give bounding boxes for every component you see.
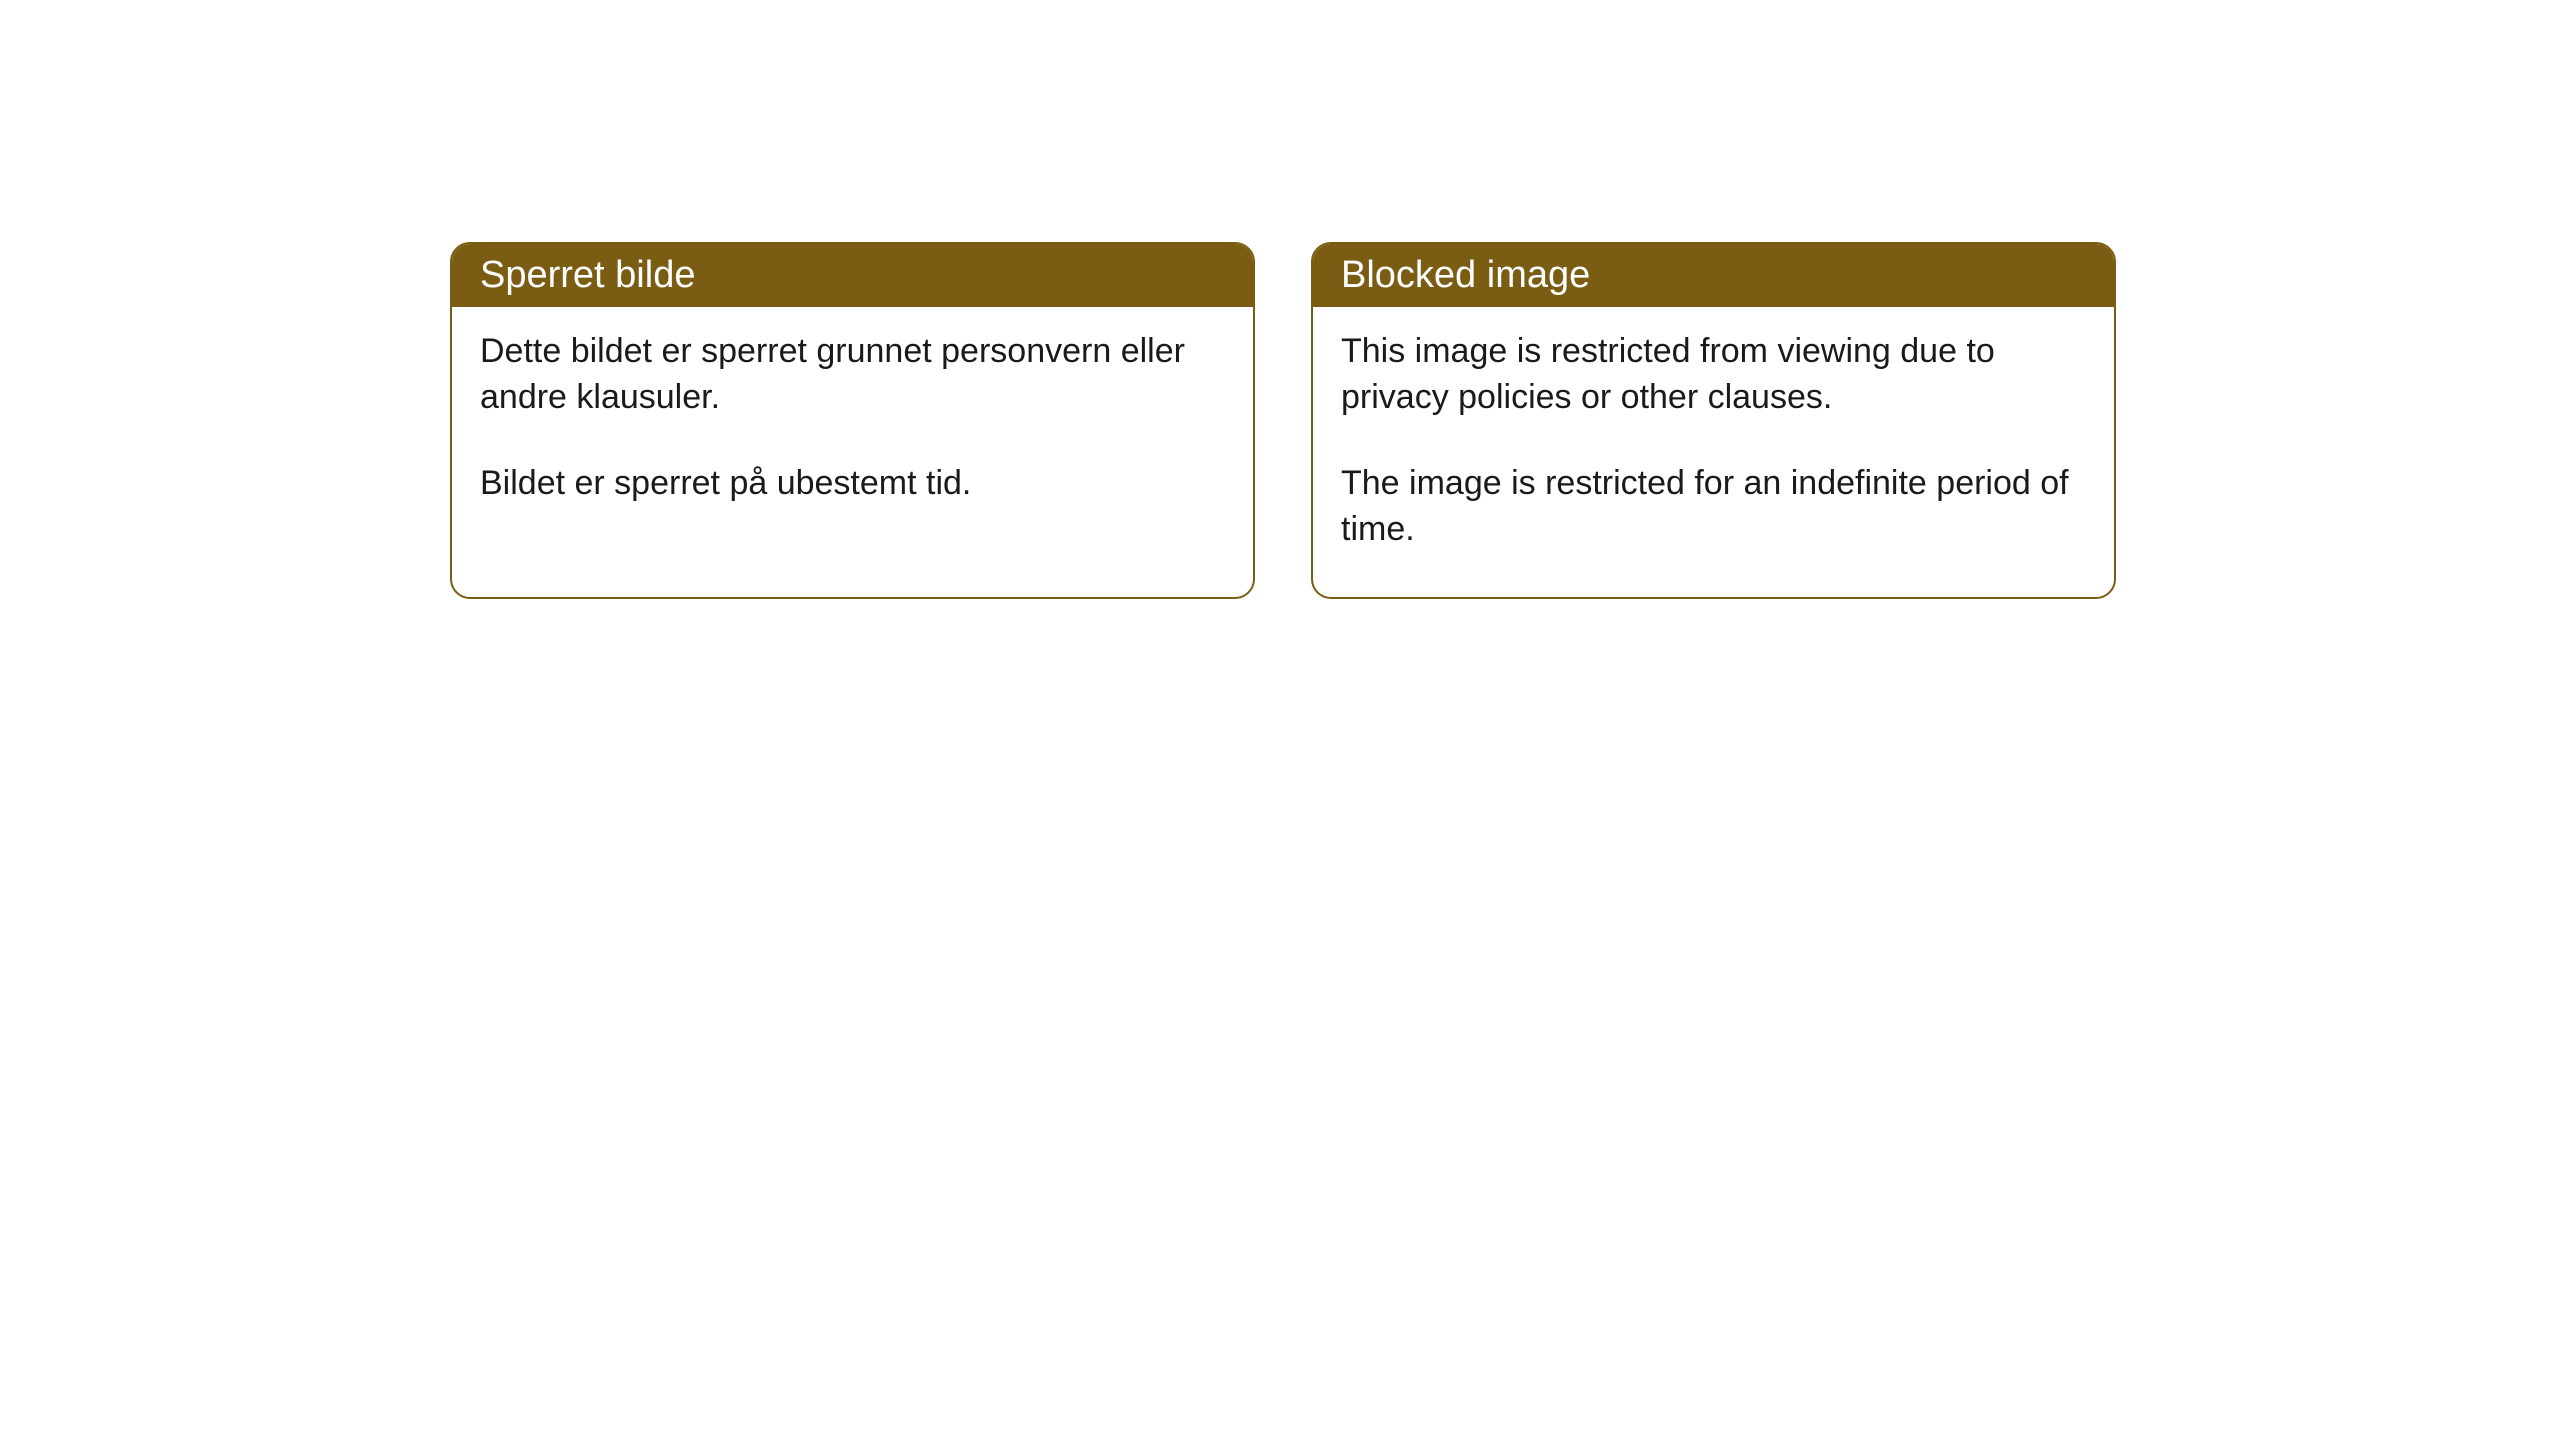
notice-card-norwegian: Sperret bilde Dette bildet er sperret gr… <box>450 242 1255 599</box>
notice-cards-container: Sperret bilde Dette bildet er sperret gr… <box>0 0 2560 599</box>
card-title: Sperret bilde <box>480 254 695 296</box>
card-paragraph: The image is restricted for an indefinit… <box>1341 461 2086 553</box>
card-header: Blocked image <box>1313 244 2114 307</box>
card-paragraph: Bildet er sperret på ubestemt tid. <box>480 461 1225 507</box>
card-body: This image is restricted from viewing du… <box>1313 307 2114 597</box>
card-header: Sperret bilde <box>452 244 1253 307</box>
card-paragraph: Dette bildet er sperret grunnet personve… <box>480 329 1225 421</box>
notice-card-english: Blocked image This image is restricted f… <box>1311 242 2116 599</box>
card-paragraph: This image is restricted from viewing du… <box>1341 329 2086 421</box>
card-title: Blocked image <box>1341 254 1590 296</box>
card-body: Dette bildet er sperret grunnet personve… <box>452 307 1253 551</box>
